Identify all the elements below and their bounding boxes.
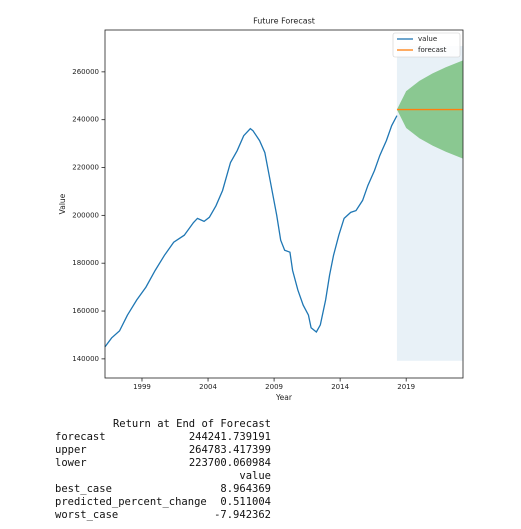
- y-tick-label: 240000: [72, 116, 99, 124]
- legend-label: forecast: [418, 46, 447, 54]
- row-label: upper: [55, 444, 87, 456]
- x-tick-label: 2019: [397, 383, 415, 391]
- row-value: -7.942362: [214, 509, 271, 521]
- y-axis-label: Value: [58, 193, 67, 214]
- legend-label: value: [418, 35, 437, 43]
- chart-title: Future Forecast: [253, 17, 315, 26]
- table-header: value: [239, 470, 271, 482]
- row-label: lower: [55, 457, 87, 469]
- table-header: Return at End of Forecast: [113, 418, 271, 430]
- y-tick-label: 260000: [72, 68, 99, 76]
- axes-frame: [104, 29, 464, 379]
- row-label: forecast: [55, 431, 106, 443]
- row-value: 8.964369: [220, 483, 271, 495]
- x-tick-label: 2009: [265, 383, 283, 391]
- x-tick-label: 1999: [133, 383, 151, 391]
- row-value: 0.511004: [220, 496, 271, 508]
- row-value: 244241.739191: [189, 431, 271, 443]
- row-label: predicted_percent_change: [55, 496, 207, 508]
- series-line: [104, 115, 398, 348]
- row-value: 223700.060984: [189, 457, 271, 469]
- y-tick-label: 220000: [72, 164, 99, 172]
- x-tick-label: 2004: [199, 383, 217, 391]
- x-axis-label: Year: [275, 393, 293, 402]
- row-label: best_case: [55, 483, 112, 495]
- y-tick-label: 140000: [72, 355, 99, 363]
- y-tick-label: 180000: [72, 259, 99, 267]
- x-tick-label: 2014: [331, 383, 349, 391]
- y-tick-label: 200000: [72, 211, 99, 219]
- row-label: worst_case: [55, 509, 118, 521]
- row-value: 264783.417399: [189, 444, 271, 456]
- y-tick-label: 160000: [72, 307, 99, 315]
